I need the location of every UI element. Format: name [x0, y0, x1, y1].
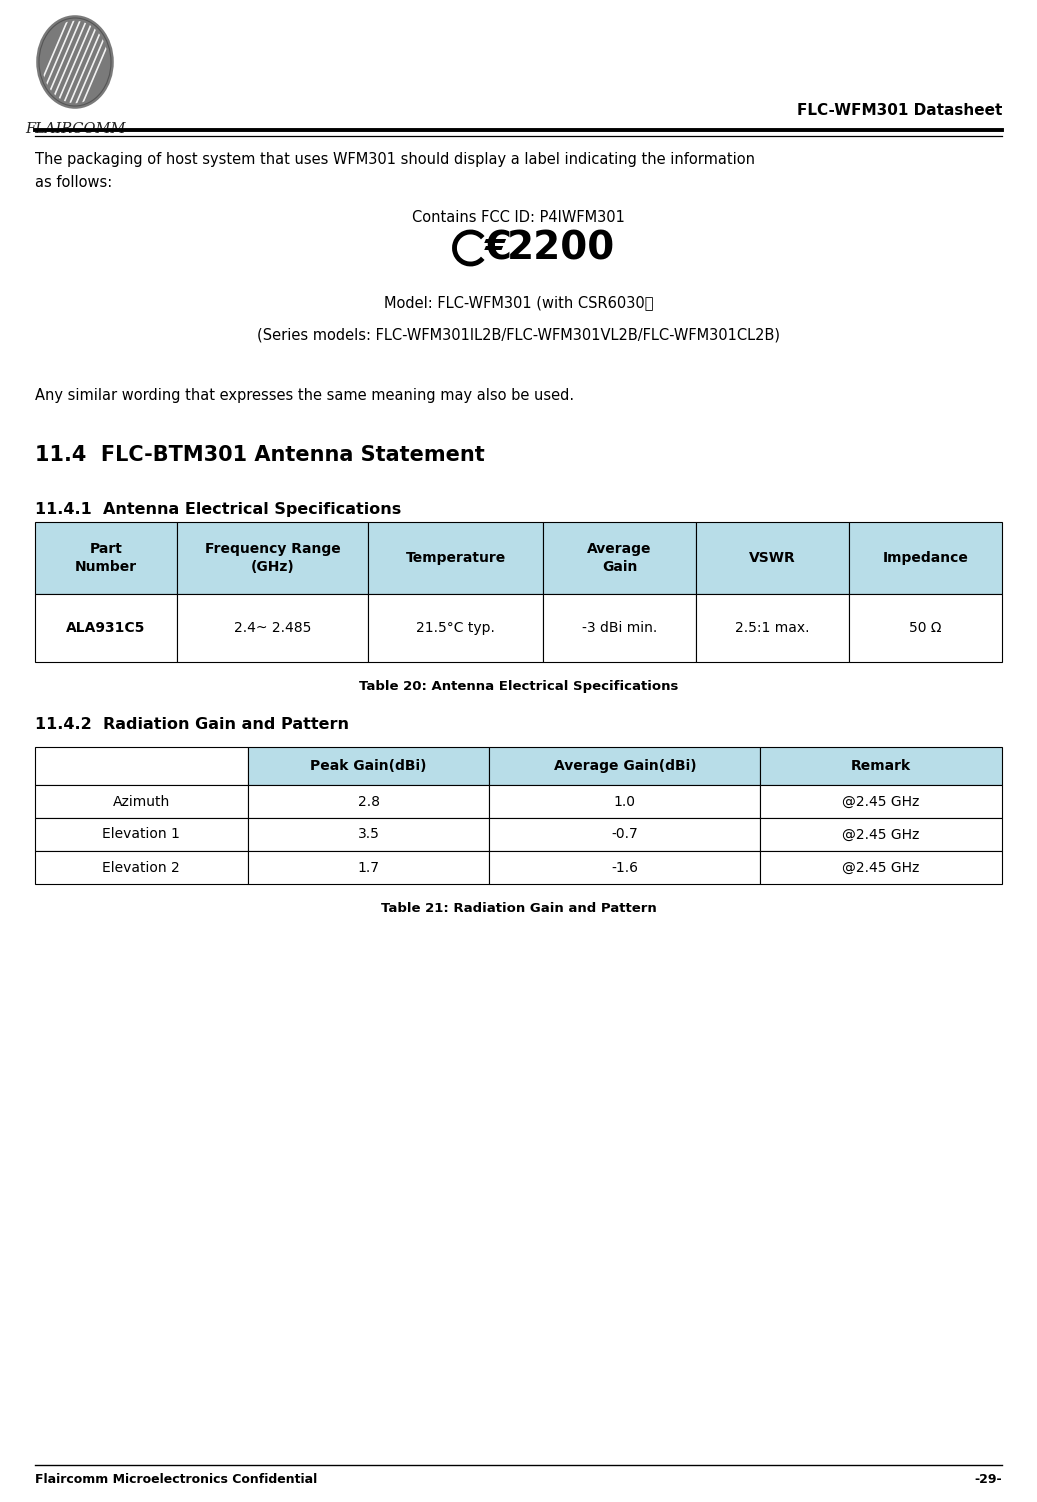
Text: -0.7: -0.7	[612, 828, 638, 841]
Text: -1.6: -1.6	[612, 861, 639, 874]
Bar	[35, 746, 248, 786]
Bar	[849, 593, 1002, 662]
Text: Model: FLC-WFM301 (with CSR6030）: Model: FLC-WFM301 (with CSR6030）	[384, 294, 653, 309]
Text: 2.8: 2.8	[358, 795, 380, 808]
Bar	[368, 523, 543, 593]
Text: 11.4.1  Antenna Electrical Specifications: 11.4.1 Antenna Electrical Specifications	[35, 502, 401, 517]
Bar	[760, 852, 1002, 885]
Text: 11.4  FLC-BTM301 Antenna Statement: 11.4 FLC-BTM301 Antenna Statement	[35, 445, 484, 466]
Text: -3 dBi min.: -3 dBi min.	[582, 620, 657, 635]
Text: ALA931C5: ALA931C5	[66, 620, 146, 635]
Bar	[760, 786, 1002, 819]
Text: Azimuth: Azimuth	[113, 795, 170, 808]
Text: The packaging of host system that uses WFM301 should display a label indicating : The packaging of host system that uses W…	[35, 152, 755, 167]
Bar	[543, 593, 696, 662]
Bar	[543, 523, 696, 593]
Text: Table 21: Radiation Gain and Pattern: Table 21: Radiation Gain and Pattern	[381, 903, 656, 915]
Text: Part
Number: Part Number	[75, 542, 137, 574]
Text: Peak Gain(dBi): Peak Gain(dBi)	[310, 759, 427, 774]
Bar	[489, 746, 760, 786]
Bar	[489, 819, 760, 852]
Text: 2200: 2200	[506, 228, 615, 267]
Bar	[35, 786, 248, 819]
Text: €: €	[484, 228, 511, 267]
Text: Any similar wording that expresses the same meaning may also be used.: Any similar wording that expresses the s…	[35, 388, 574, 403]
Text: Flaircomm Microelectronics Confidential: Flaircomm Microelectronics Confidential	[35, 1473, 317, 1485]
Text: 21.5°C typ.: 21.5°C typ.	[416, 620, 495, 635]
Bar	[35, 852, 248, 885]
Text: @2.45 GHz: @2.45 GHz	[842, 795, 920, 808]
Text: 2.5:1 max.: 2.5:1 max.	[735, 620, 810, 635]
Text: Table 20: Antenna Electrical Specifications: Table 20: Antenna Electrical Specificati…	[359, 680, 678, 692]
Text: Remark: Remark	[851, 759, 912, 774]
Text: Temperature: Temperature	[405, 551, 506, 565]
Text: -29-: -29-	[975, 1473, 1002, 1485]
Bar	[248, 852, 489, 885]
Bar	[248, 746, 489, 786]
Text: 3.5: 3.5	[358, 828, 380, 841]
Bar	[760, 819, 1002, 852]
Text: Average
Gain: Average Gain	[587, 542, 652, 574]
Bar	[177, 593, 368, 662]
Text: @2.45 GHz: @2.45 GHz	[842, 861, 920, 874]
Text: 1.7: 1.7	[358, 861, 380, 874]
Text: Contains FCC ID: P4IWFM301: Contains FCC ID: P4IWFM301	[412, 210, 625, 225]
Text: Average Gain(dBi): Average Gain(dBi)	[554, 759, 696, 774]
Bar	[760, 746, 1002, 786]
Bar	[489, 852, 760, 885]
Bar	[696, 523, 849, 593]
Text: Frequency Range
(GHz): Frequency Range (GHz)	[204, 542, 340, 574]
Ellipse shape	[39, 18, 111, 107]
Text: FLC-WFM301 Datasheet: FLC-WFM301 Datasheet	[796, 104, 1002, 119]
Text: VSWR: VSWR	[749, 551, 796, 565]
Text: FLAIRCOMM: FLAIRCOMM	[25, 122, 125, 137]
Text: (Series models: FLC-WFM301IL2B/FLC-WFM301VL2B/FLC-WFM301CL2B): (Series models: FLC-WFM301IL2B/FLC-WFM30…	[257, 327, 780, 342]
Bar	[35, 593, 177, 662]
Bar	[248, 786, 489, 819]
Bar	[368, 593, 543, 662]
Bar	[489, 786, 760, 819]
Bar	[849, 523, 1002, 593]
Text: 1.0: 1.0	[614, 795, 636, 808]
Text: 50 Ω: 50 Ω	[909, 620, 942, 635]
Text: 2.4~ 2.485: 2.4~ 2.485	[234, 620, 311, 635]
Bar	[35, 819, 248, 852]
Bar	[177, 523, 368, 593]
Text: 11.4.2  Radiation Gain and Pattern: 11.4.2 Radiation Gain and Pattern	[35, 716, 349, 731]
Bar	[35, 523, 177, 593]
Text: Impedance: Impedance	[882, 551, 969, 565]
Bar	[696, 593, 849, 662]
Text: @2.45 GHz: @2.45 GHz	[842, 828, 920, 841]
Bar	[248, 819, 489, 852]
Text: Elevation 1: Elevation 1	[103, 828, 180, 841]
Text: as follows:: as follows:	[35, 176, 112, 189]
Text: Elevation 2: Elevation 2	[103, 861, 180, 874]
